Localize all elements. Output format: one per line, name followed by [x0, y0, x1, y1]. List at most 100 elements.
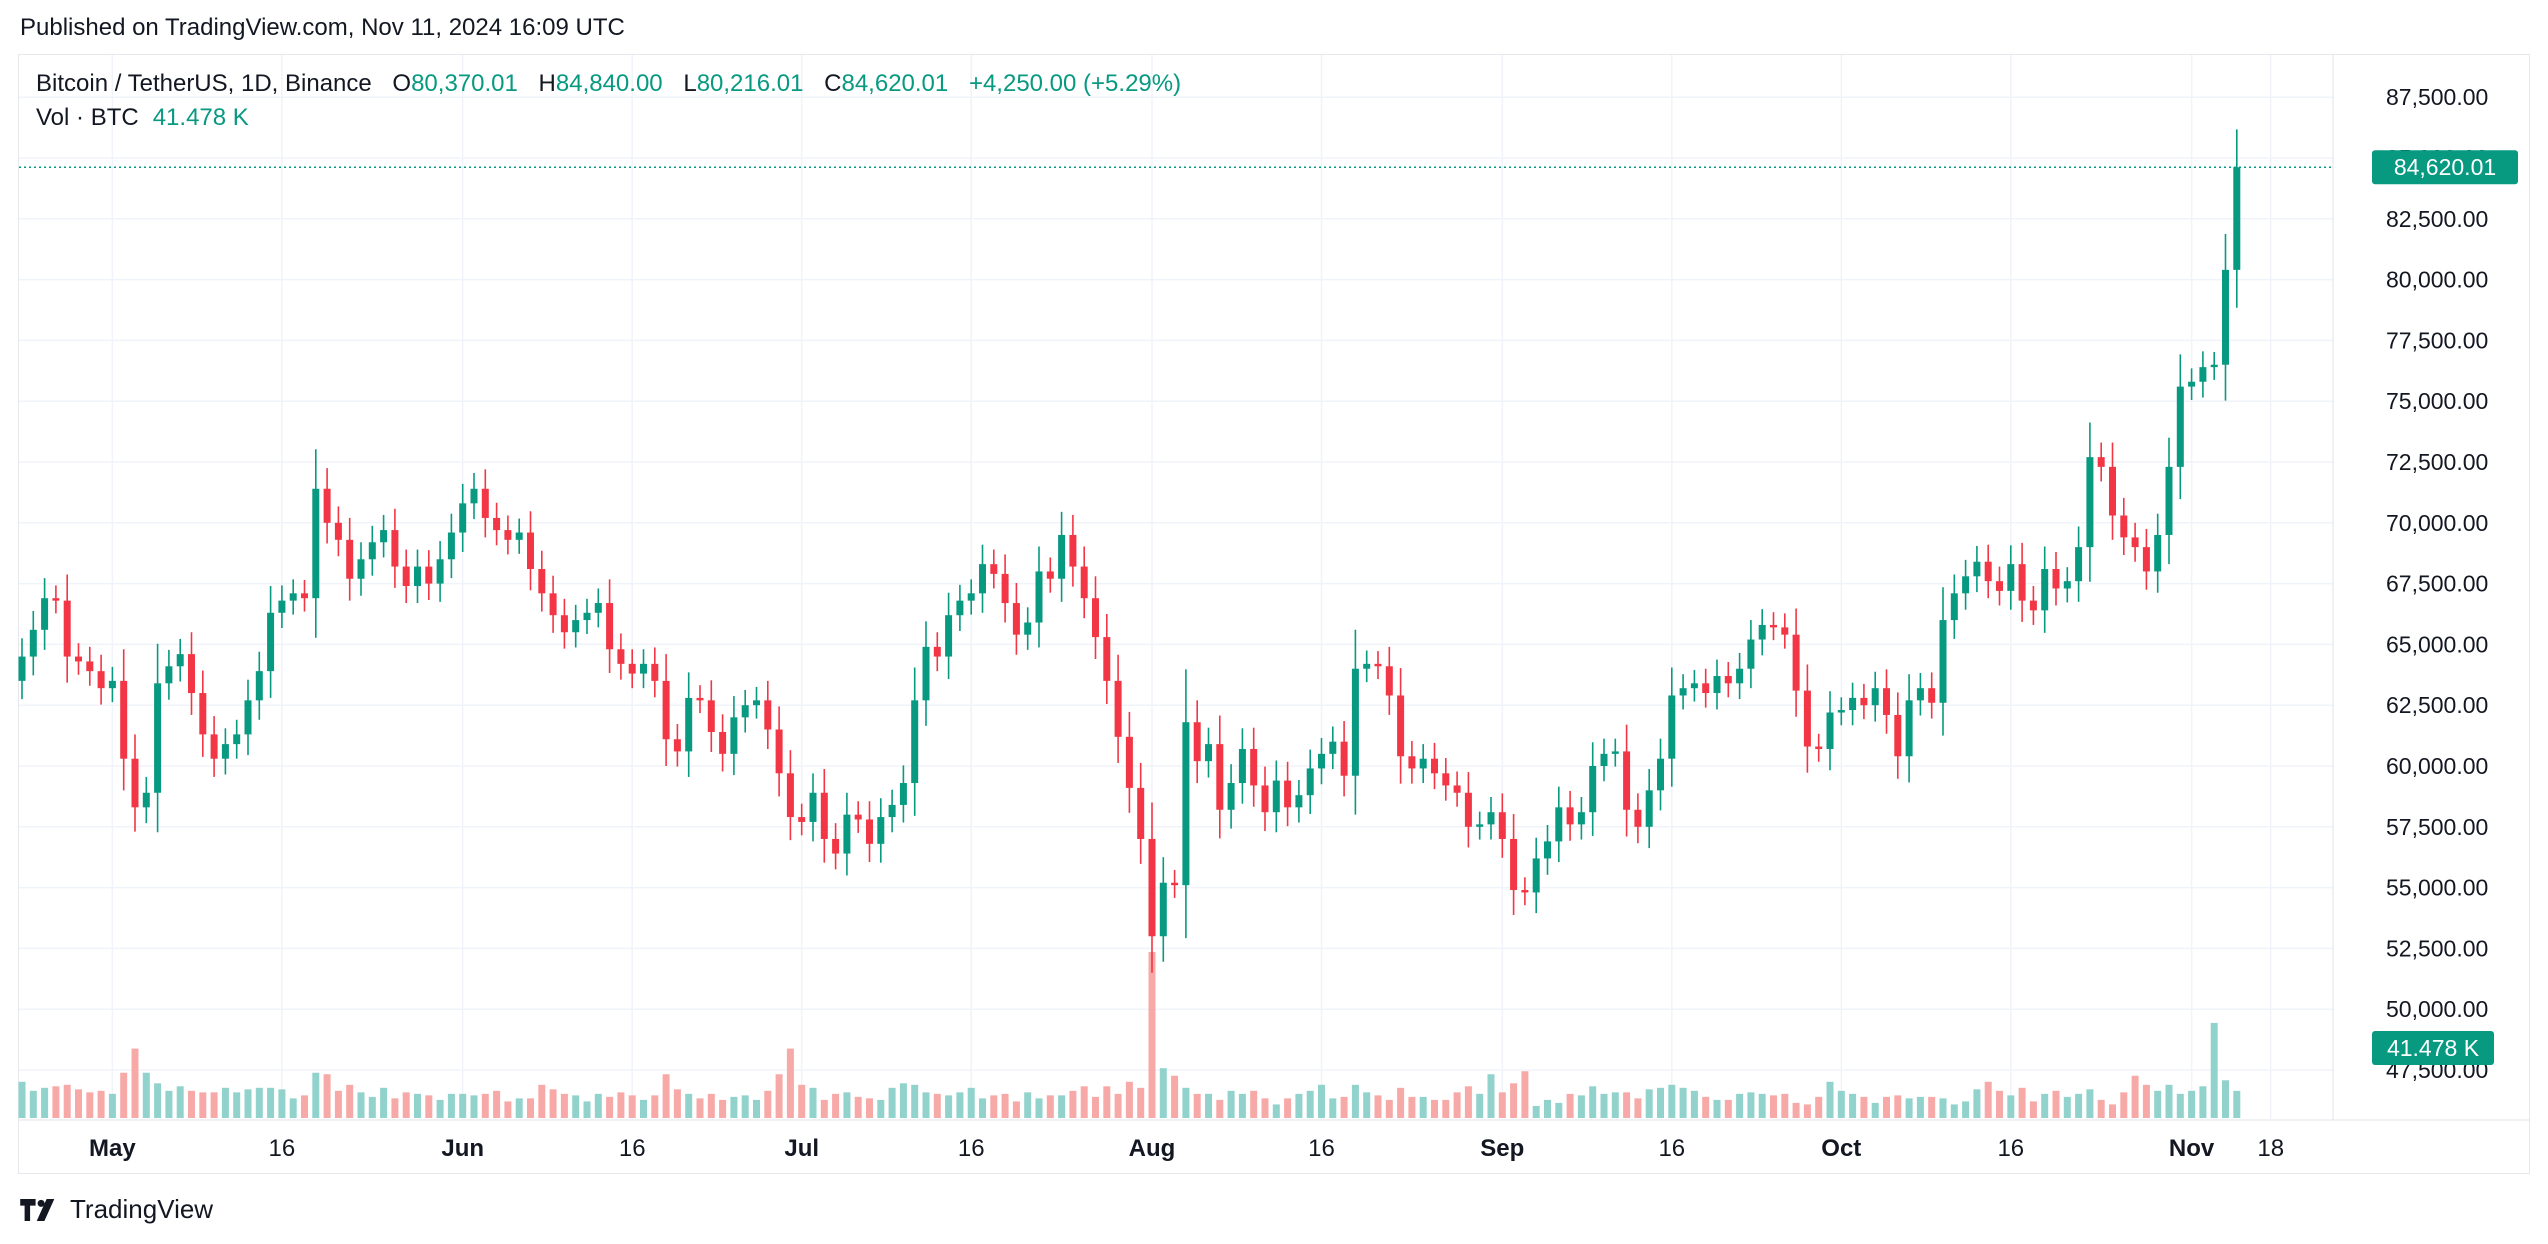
volume-bar — [1532, 1105, 1540, 1118]
volume-bar — [436, 1099, 444, 1118]
candle-body — [1159, 882, 1167, 937]
volume-bar — [1826, 1081, 1834, 1118]
candle-body — [1849, 697, 1857, 711]
volume-bar — [210, 1092, 218, 1118]
price-tick-label: 65,000.00 — [2386, 631, 2488, 657]
candle-body — [176, 654, 184, 667]
candle-body — [97, 671, 105, 689]
candle-body — [753, 700, 760, 706]
footer-brand[interactable]: TradingView — [20, 1194, 213, 1225]
volume-bar — [1205, 1093, 1212, 1118]
candle-body — [877, 817, 885, 844]
high-label: H — [538, 70, 556, 97]
candle-body — [798, 817, 806, 822]
candle-body — [1928, 688, 1936, 703]
candle-body — [1510, 838, 1518, 891]
volume-bar — [1092, 1096, 1099, 1118]
time-tick-label: 16 — [958, 1135, 985, 1162]
volume-bar — [798, 1084, 806, 1118]
volume-bar — [719, 1099, 727, 1118]
time-tick-label: 18 — [2257, 1135, 2284, 1162]
candle-body — [1374, 663, 1382, 667]
time-tick-label: May — [89, 1135, 136, 1162]
candle-body — [1973, 561, 1981, 577]
candle-body — [1724, 676, 1732, 684]
candle-body — [2120, 515, 2128, 538]
candle-body — [617, 649, 625, 664]
volume-bar — [640, 1099, 647, 1118]
candle-body — [2052, 569, 2060, 589]
candle-body — [527, 532, 534, 570]
volume-bar — [1408, 1096, 1416, 1118]
candle-body — [2199, 367, 2207, 382]
candle-body — [1521, 890, 1529, 893]
candle-body — [1351, 668, 1359, 776]
candle-body — [1284, 780, 1292, 808]
brand-name: TradingView — [70, 1194, 214, 1224]
volume-bar — [2063, 1096, 2071, 1118]
symbol-title[interactable]: Bitcoin / TetherUS, 1D, Binance — [36, 70, 372, 97]
volume-bar — [1679, 1087, 1687, 1118]
candle-body — [549, 593, 557, 616]
volume-bar — [1374, 1095, 1382, 1118]
volume-bar — [504, 1101, 512, 1118]
candle-body — [1046, 571, 1054, 579]
candle-body — [1600, 753, 1608, 766]
candle-body — [2233, 167, 2241, 270]
candle-body — [933, 646, 941, 657]
volume-bar — [922, 1092, 930, 1118]
candle-body — [334, 522, 342, 540]
volume-bar — [1623, 1092, 1631, 1118]
candle-body — [764, 700, 772, 730]
candle-body — [380, 530, 388, 543]
volume-bar — [1261, 1098, 1269, 1118]
volume-bar — [1849, 1093, 1857, 1118]
volume-bar — [1487, 1074, 1495, 1118]
volume-bar — [97, 1090, 105, 1118]
candle-body — [267, 612, 275, 672]
volume-bar — [380, 1087, 388, 1118]
volume-bar — [233, 1092, 241, 1118]
volume-bar — [1024, 1092, 1032, 1118]
volume-label[interactable]: Vol · BTC — [36, 104, 139, 131]
volume-bar — [911, 1084, 919, 1118]
candle-body — [1826, 712, 1834, 749]
last-volume-badge — [2372, 1031, 2494, 1065]
volume-bar — [63, 1084, 71, 1118]
candle-body — [1984, 561, 1992, 582]
candle-body — [244, 700, 252, 735]
volume-bar — [2041, 1093, 2049, 1118]
volume-bar — [775, 1074, 783, 1118]
volume-bar — [18, 1081, 26, 1118]
volume-bar — [583, 1101, 591, 1118]
tradingview-logo-icon — [20, 1198, 55, 1221]
volume-bar — [1905, 1098, 1913, 1118]
candle-body — [967, 593, 975, 601]
candle-body — [312, 488, 320, 599]
volume-bar — [1589, 1086, 1597, 1118]
candle-body — [1566, 807, 1574, 825]
volume-legend: Vol · BTC 41.478 K — [36, 104, 249, 132]
candle-body — [1544, 841, 1551, 859]
candle-body — [956, 600, 964, 616]
volume-bar — [1702, 1096, 1710, 1118]
volume-bar — [2007, 1095, 2015, 1118]
candle-body — [1205, 744, 1212, 762]
volume-bar — [673, 1089, 681, 1118]
volume-bar — [945, 1095, 953, 1118]
volume-bar — [990, 1095, 998, 1118]
candle-body — [52, 598, 60, 601]
candle-body — [1171, 882, 1179, 886]
candle-body — [741, 705, 749, 718]
candle-body — [843, 814, 851, 854]
candle-body — [888, 804, 896, 818]
published-caption: Published on TradingView.com, Nov 11, 20… — [20, 14, 625, 41]
candle-body — [1080, 566, 1088, 599]
candle-body — [594, 603, 602, 613]
candle-body — [459, 503, 467, 533]
price-tick-label: 50,000.00 — [2386, 996, 2488, 1022]
candle-body — [1679, 688, 1687, 696]
candle-body — [1431, 758, 1438, 774]
candle-body — [1713, 676, 1721, 694]
